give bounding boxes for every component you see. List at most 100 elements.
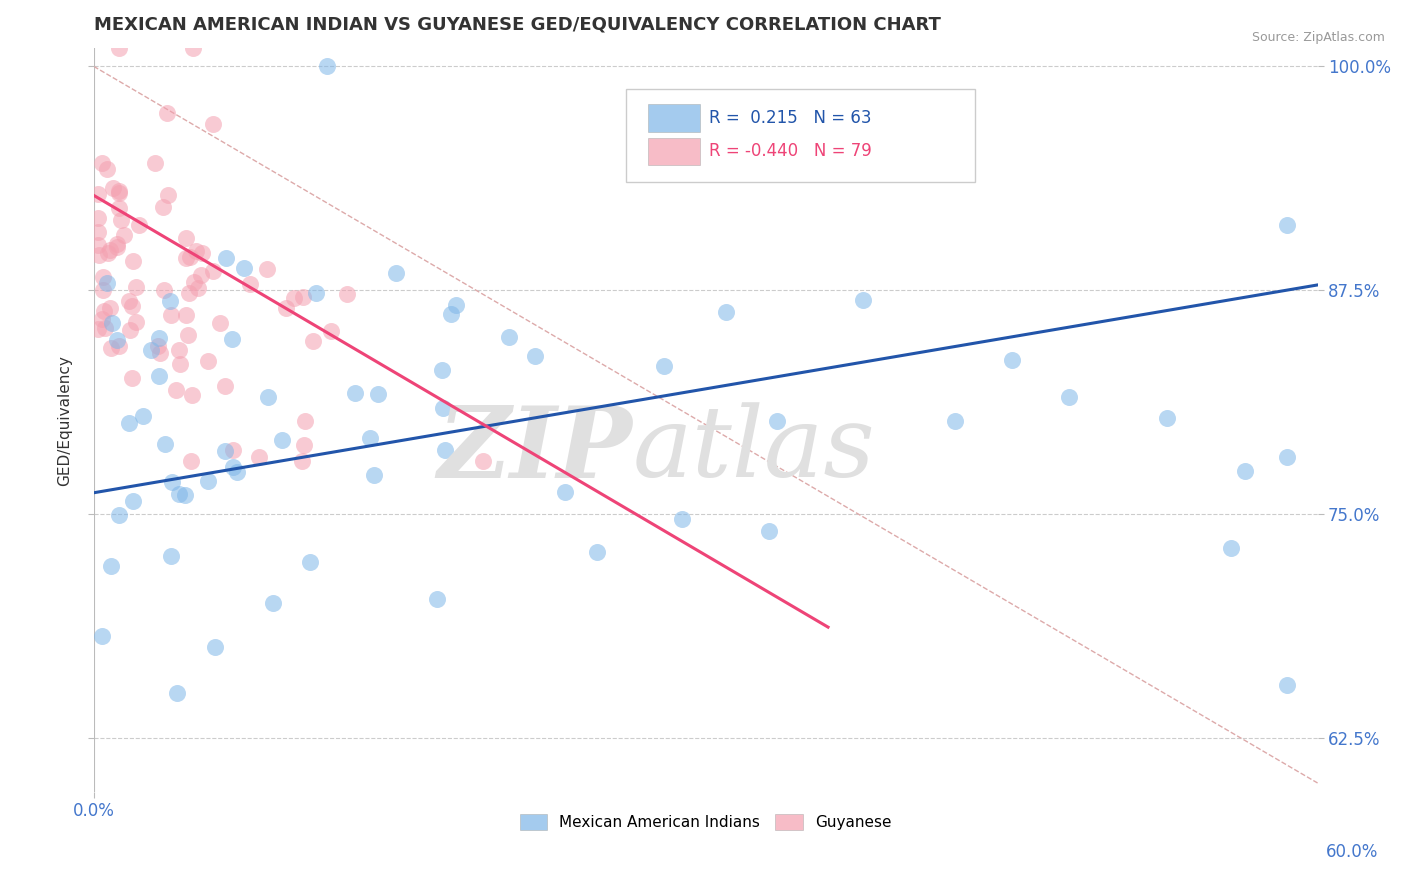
Point xyxy=(146,339,169,353)
Point xyxy=(159,294,181,309)
FancyBboxPatch shape xyxy=(626,89,974,182)
Point xyxy=(197,474,219,488)
Point xyxy=(190,268,212,282)
Text: atlas: atlas xyxy=(633,402,875,498)
Point xyxy=(187,281,209,295)
Point xyxy=(291,290,314,304)
Point xyxy=(174,308,197,322)
Point xyxy=(1001,352,1024,367)
Point xyxy=(221,332,243,346)
Point xyxy=(167,487,190,501)
Point xyxy=(256,262,278,277)
Point xyxy=(128,219,150,233)
Point xyxy=(671,512,693,526)
Point xyxy=(87,187,110,202)
Point xyxy=(90,156,112,170)
Point xyxy=(169,357,191,371)
Point xyxy=(108,186,131,201)
Point xyxy=(152,200,174,214)
Text: Source: ZipAtlas.com: Source: ZipAtlas.com xyxy=(1251,31,1385,45)
Point xyxy=(87,248,110,262)
Point xyxy=(294,414,316,428)
Point xyxy=(118,322,141,336)
Point xyxy=(107,184,129,198)
Point xyxy=(1275,678,1298,692)
Point xyxy=(298,555,321,569)
Point xyxy=(714,305,737,319)
Point xyxy=(87,322,110,336)
Point xyxy=(96,162,118,177)
Point xyxy=(118,416,141,430)
Point xyxy=(96,276,118,290)
Point xyxy=(302,334,325,348)
Point xyxy=(1156,410,1178,425)
Point xyxy=(1275,450,1298,464)
Point xyxy=(336,287,359,301)
Point xyxy=(214,444,236,458)
Point xyxy=(233,261,256,276)
Point xyxy=(148,368,170,383)
Point xyxy=(523,350,546,364)
Point xyxy=(191,246,214,260)
Point xyxy=(434,443,457,458)
Point xyxy=(165,384,187,398)
Point xyxy=(183,276,205,290)
Point xyxy=(166,686,188,700)
Point xyxy=(430,362,453,376)
Point xyxy=(91,269,114,284)
Point xyxy=(1057,390,1080,404)
Point xyxy=(472,453,495,467)
Point xyxy=(101,181,124,195)
Point xyxy=(654,359,676,373)
Point xyxy=(108,508,131,523)
Point xyxy=(87,211,110,225)
Point xyxy=(112,228,135,243)
Point xyxy=(852,293,875,308)
Point xyxy=(155,437,177,451)
Point xyxy=(87,225,110,239)
Point xyxy=(159,308,181,322)
Point xyxy=(122,254,145,268)
Point xyxy=(315,59,337,73)
Point xyxy=(271,433,294,447)
Point xyxy=(943,414,966,428)
Text: R =  0.215   N = 63: R = 0.215 N = 63 xyxy=(709,109,872,127)
Point xyxy=(121,371,143,385)
Point xyxy=(319,325,342,339)
Point xyxy=(239,277,262,291)
Point xyxy=(283,291,305,305)
Point xyxy=(586,544,609,558)
Point xyxy=(197,353,219,368)
Point xyxy=(262,596,284,610)
Point xyxy=(432,401,454,416)
Point xyxy=(100,558,122,573)
Point xyxy=(498,330,520,344)
Point xyxy=(363,468,385,483)
Point xyxy=(766,414,789,428)
Point xyxy=(148,331,170,345)
Point xyxy=(93,303,115,318)
Point xyxy=(177,327,200,342)
Point xyxy=(98,301,121,315)
Point xyxy=(94,321,117,335)
Point xyxy=(125,280,148,294)
Point xyxy=(304,285,326,300)
Legend: Mexican American Indians, Guyanese: Mexican American Indians, Guyanese xyxy=(513,808,898,837)
Point xyxy=(221,443,243,458)
Point xyxy=(148,345,170,359)
Point xyxy=(201,117,224,131)
Point xyxy=(225,465,247,479)
Point xyxy=(108,41,131,55)
Point xyxy=(385,266,408,280)
Point xyxy=(426,592,449,607)
FancyBboxPatch shape xyxy=(648,104,700,132)
Text: MEXICAN AMERICAN INDIAN VS GUYANESE GED/EQUIVALENCY CORRELATION CHART: MEXICAN AMERICAN INDIAN VS GUYANESE GED/… xyxy=(94,15,941,33)
Text: 60.0%: 60.0% xyxy=(1326,843,1378,861)
Point xyxy=(181,41,204,55)
Point xyxy=(105,334,128,348)
Point xyxy=(202,264,225,278)
Point xyxy=(108,201,131,215)
Y-axis label: GED/Equivalency: GED/Equivalency xyxy=(58,355,72,485)
Point xyxy=(98,243,121,257)
Point xyxy=(118,294,141,309)
